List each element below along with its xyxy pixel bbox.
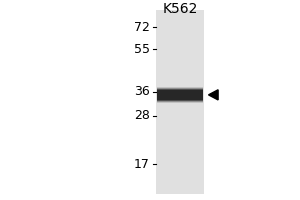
Text: K562: K562 — [162, 2, 198, 16]
Bar — [157, 90, 203, 100]
Text: 55: 55 — [134, 43, 150, 56]
Text: 36: 36 — [134, 85, 150, 98]
Text: 72: 72 — [134, 21, 150, 34]
Polygon shape — [208, 90, 218, 100]
Bar — [157, 87, 203, 103]
Bar — [157, 88, 203, 102]
Bar — [156, 10, 204, 194]
Bar — [157, 89, 203, 101]
Text: 17: 17 — [134, 158, 150, 171]
Text: 28: 28 — [134, 109, 150, 122]
